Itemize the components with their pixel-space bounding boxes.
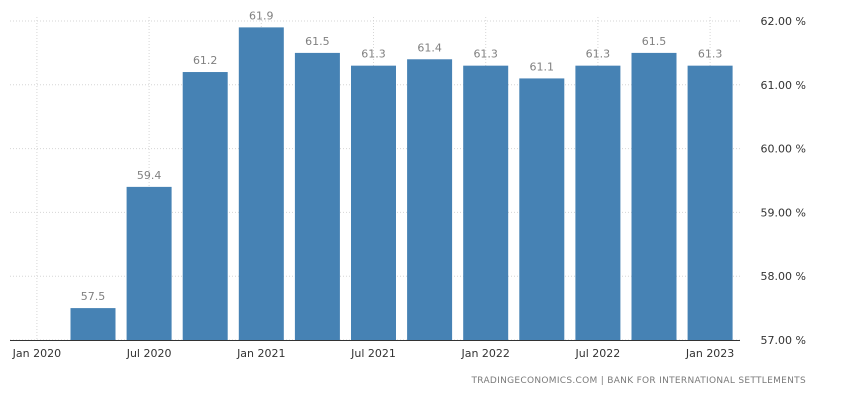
bar-value-label: 61.3: [698, 48, 723, 61]
bar-value-label: 57.5: [81, 290, 106, 303]
bar: [70, 308, 116, 340]
bar-value-label: 59.4: [137, 169, 162, 182]
x-tick-label: Jul 2022: [575, 347, 621, 360]
x-tick-label: Jan 2021: [236, 347, 285, 360]
bar-value-label: 61.9: [249, 9, 274, 22]
bar-value-label: 61.2: [193, 54, 218, 67]
bar: [519, 78, 565, 341]
x-tick-label: Jan 2022: [460, 347, 509, 360]
bar-value-label: 61.5: [642, 35, 667, 48]
x-tick-label: Jul 2021: [350, 347, 396, 360]
bar-value-label: 61.3: [586, 48, 611, 61]
y-tick-label: 62.00 %: [761, 15, 806, 28]
bar: [463, 65, 509, 340]
bar: [631, 52, 677, 341]
bar: [687, 65, 733, 340]
source-credit: TRADINGECONOMICS.COM | BANK FOR INTERNAT…: [471, 376, 806, 386]
bar: [407, 59, 453, 340]
bar-value-label: 61.1: [530, 60, 555, 73]
y-tick-label: 60.00 %: [761, 143, 806, 156]
bar-value-label: 61.5: [305, 35, 330, 48]
x-tick-label: Jan 2020: [12, 347, 61, 360]
bar: [575, 65, 621, 340]
bar: [294, 52, 340, 341]
bar-value-label: 61.4: [417, 41, 442, 54]
bar: [351, 65, 396, 340]
y-tick-label: 61.00 %: [761, 79, 806, 92]
x-tick-label: Jul 2020: [126, 347, 172, 360]
bar-value-label: 61.3: [473, 48, 498, 61]
bar: [238, 27, 284, 340]
y-tick-label: 57.00 %: [761, 334, 806, 347]
y-tick-label: 59.00 %: [761, 206, 806, 219]
x-tick-label: Jan 2023: [685, 347, 734, 360]
y-tick-label: 58.00 %: [761, 270, 806, 283]
bar-value-label: 61.3: [361, 48, 386, 61]
bar: [126, 186, 172, 340]
bar: [182, 72, 228, 340]
